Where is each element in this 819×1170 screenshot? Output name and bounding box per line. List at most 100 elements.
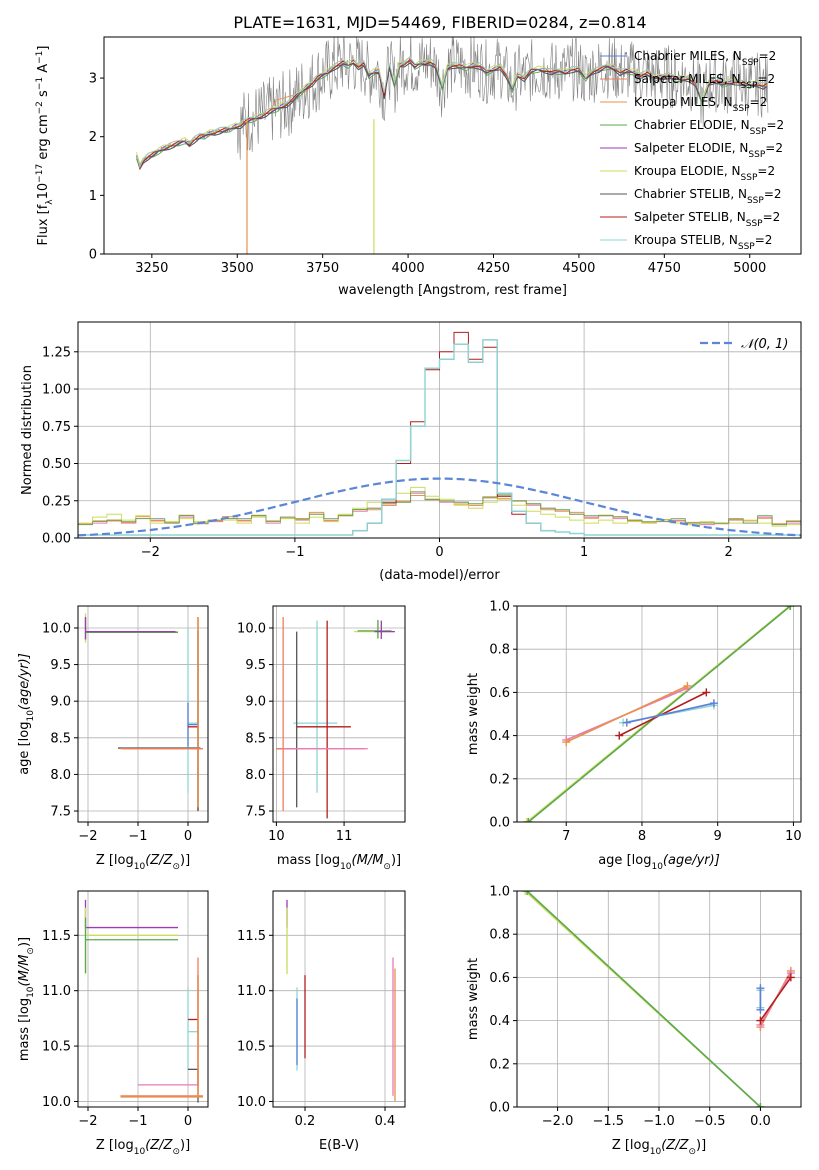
y-tick-label: 10.0 xyxy=(237,1095,266,1110)
x-tick-label: 0.0 xyxy=(750,1114,771,1129)
y-axis-label-part: λ xyxy=(45,199,55,205)
axes-frame xyxy=(272,605,406,823)
x-axis-label-part: Z [log xyxy=(612,1138,650,1153)
plot-area xyxy=(286,899,396,1102)
weight-marker xyxy=(786,973,795,982)
legend-label: Chabrier ELODIE, NSSP=2 xyxy=(634,118,784,137)
x-tick-label: 4000 xyxy=(392,261,425,276)
x-tick-label: 9 xyxy=(714,829,722,844)
y-tick-label: 0.00 xyxy=(42,532,71,547)
weight-marker xyxy=(756,1103,765,1107)
y-tick-label: 2 xyxy=(89,130,97,145)
y-tick-label: 0.6 xyxy=(489,686,510,701)
legend-label: Salpeter MILES, NSSP=2 xyxy=(634,72,775,91)
x-tick-label: 4750 xyxy=(648,261,681,276)
plot-area xyxy=(521,891,795,1107)
x-axis-label-part: Z [log xyxy=(96,853,134,868)
y-tick-label: 1.0 xyxy=(489,600,510,615)
x-tick-label: 1 xyxy=(580,545,588,560)
hist-narrow-red xyxy=(78,331,801,536)
x-axis-label-part: 10 xyxy=(134,862,146,872)
weight-marker xyxy=(524,818,533,822)
x-tick-label: −0.5 xyxy=(694,1114,726,1129)
legend-label-part: SSP xyxy=(741,173,758,183)
legend-label-part: SSP xyxy=(750,127,767,137)
x-axis-label-part: 10 xyxy=(134,1147,146,1157)
x-tick-label: 0.4 xyxy=(375,1114,396,1129)
x-axis-label: Z [log10(Z/Z⊙)] xyxy=(612,1138,706,1157)
x-tick-label: 8 xyxy=(638,829,646,844)
weight-marker xyxy=(683,681,692,690)
panel-mass_vs_EBV: 0.2 0.4 10.0 10.5 11.0 11.5 E(B-V) xyxy=(237,890,406,1153)
y-axis-label: age [log10(age/yr)] xyxy=(17,653,36,775)
y-tick-label: 8.5 xyxy=(50,731,71,746)
legend-label-part: =2 xyxy=(763,210,781,224)
legend-label-part: SSP xyxy=(738,242,755,252)
weight-line xyxy=(565,685,688,743)
x-axis-label: E(B-V) xyxy=(319,1138,359,1153)
x-axis-label-part: mass [log xyxy=(277,853,340,868)
y-axis-label-part: A xyxy=(36,64,51,77)
y-tick-label: 0.4 xyxy=(489,1014,510,1029)
legend-label: Chabrier MILES, NSSP=2 xyxy=(634,49,776,68)
weight-marker xyxy=(622,718,631,727)
weight-marker xyxy=(756,1005,765,1014)
y-axis-label-part: −1 xyxy=(35,77,45,90)
y-tick-label: 11.0 xyxy=(237,984,266,999)
x-axis-label: Z [log10(Z/Z⊙)] xyxy=(96,853,190,872)
legend-label-part: =2 xyxy=(765,141,783,155)
x-axis-label-part: ⊙ xyxy=(172,862,180,872)
x-axis-label-part: 10 xyxy=(651,862,663,872)
x-tick-label: −1.5 xyxy=(592,1114,624,1129)
y-axis-label-part: mass [log xyxy=(17,998,32,1061)
y-axis-label-part: )] xyxy=(17,937,32,947)
legend-label-part: SSP xyxy=(747,196,764,206)
legend-label-part: Kroupa MILES, N xyxy=(634,95,733,109)
x-tick-label: 3500 xyxy=(221,261,254,276)
y-tick-label: 9.5 xyxy=(245,658,266,673)
figure-title: PLATE=1631, MJD=54469, FIBERID=0284, z=0… xyxy=(233,13,646,32)
weight-line xyxy=(526,891,761,1107)
x-tick-label: −2 xyxy=(141,545,160,560)
weight-marker xyxy=(786,606,795,610)
y-axis-label-part: Flux [f xyxy=(36,204,51,245)
x-tick-label: 4250 xyxy=(477,261,510,276)
legend-label-part: Chabrier ELODIE, N xyxy=(634,118,750,132)
x-axis-label-part: (Z/Z xyxy=(145,853,173,868)
legend-label-part: =2 xyxy=(755,233,773,247)
y-tick-label: 10.5 xyxy=(42,1040,71,1055)
y-axis-label-part: age [log xyxy=(17,722,32,775)
y-tick-label: 11.0 xyxy=(42,984,71,999)
x-tick-label: 10 xyxy=(268,829,285,844)
x-axis-label: age [log10(age/yr)] xyxy=(598,853,720,872)
weight-marker xyxy=(702,688,711,697)
axes-frame xyxy=(516,605,802,823)
y-axis-label-part: (age/yr)] xyxy=(17,653,32,710)
legend-label: Kroupa ELODIE, NSSP=2 xyxy=(634,164,775,183)
legend-label-part: SSP xyxy=(746,219,763,229)
panel-mass_vs_Z: −2 −1 010.010.511.011.5Z [log10(Z/Z⊙)]mass… xyxy=(17,890,209,1157)
x-tick-label: −1 xyxy=(128,1114,147,1129)
y-tick-label: 8.0 xyxy=(50,768,71,783)
legend-label-part: SSP xyxy=(742,58,759,68)
x-tick-label: 0.2 xyxy=(295,1114,316,1129)
y-tick-label: 10.0 xyxy=(237,621,266,636)
gaussian-curve xyxy=(78,477,801,537)
y-tick-label: 0.75 xyxy=(42,420,71,435)
y-tick-label: 1.00 xyxy=(42,383,71,398)
legend-label-part: =2 xyxy=(759,49,777,63)
legend-label-part: SSP xyxy=(733,104,750,114)
hist-narrow-dark xyxy=(78,339,801,536)
y-axis-label-part: −2 xyxy=(35,101,45,114)
panel-spectrum: 3250 3500 3750 4000 4250 4500 4750 5000 0 1 2 3 wave… xyxy=(35,36,802,298)
x-axis-label-part: (Z/Z xyxy=(661,1138,689,1153)
weight-line xyxy=(626,702,715,724)
legend-label-part: Chabrier STELIB, N xyxy=(634,187,747,201)
x-tick-label: 5000 xyxy=(733,261,766,276)
y-tick-label: 0.4 xyxy=(489,729,510,744)
x-axis-label: (data-model)/error xyxy=(379,568,500,583)
plot-area xyxy=(78,331,801,537)
legend-label: Salpeter ELODIE, NSSP=2 xyxy=(634,141,783,160)
hist-narrow-cyan xyxy=(78,339,801,536)
y-tick-label: 9.0 xyxy=(245,695,266,710)
